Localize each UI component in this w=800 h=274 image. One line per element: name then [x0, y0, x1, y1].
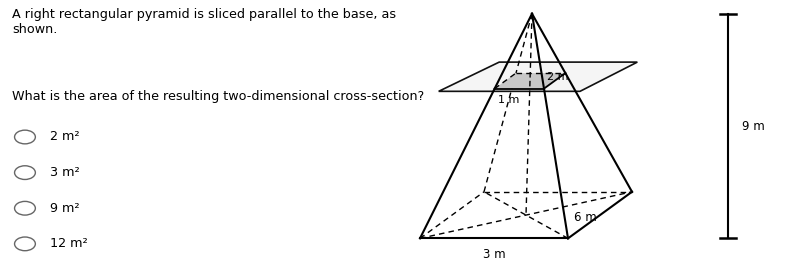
Text: 12 m²: 12 m²	[50, 237, 88, 250]
Text: 9 m: 9 m	[742, 119, 765, 133]
Text: 3 m²: 3 m²	[50, 166, 80, 179]
Text: 6 m: 6 m	[574, 211, 597, 224]
Text: A right rectangular pyramid is sliced parallel to the base, as
shown.: A right rectangular pyramid is sliced pa…	[13, 8, 397, 36]
Text: What is the area of the resulting two-dimensional cross-section?: What is the area of the resulting two-di…	[13, 90, 425, 103]
Polygon shape	[494, 73, 566, 89]
Text: 3 m: 3 m	[482, 248, 506, 261]
Text: 1 m: 1 m	[498, 95, 519, 105]
Text: 9 m²: 9 m²	[50, 202, 79, 215]
Text: 2 m: 2 m	[547, 72, 569, 82]
Text: 2 m²: 2 m²	[50, 130, 79, 144]
Polygon shape	[438, 62, 638, 91]
